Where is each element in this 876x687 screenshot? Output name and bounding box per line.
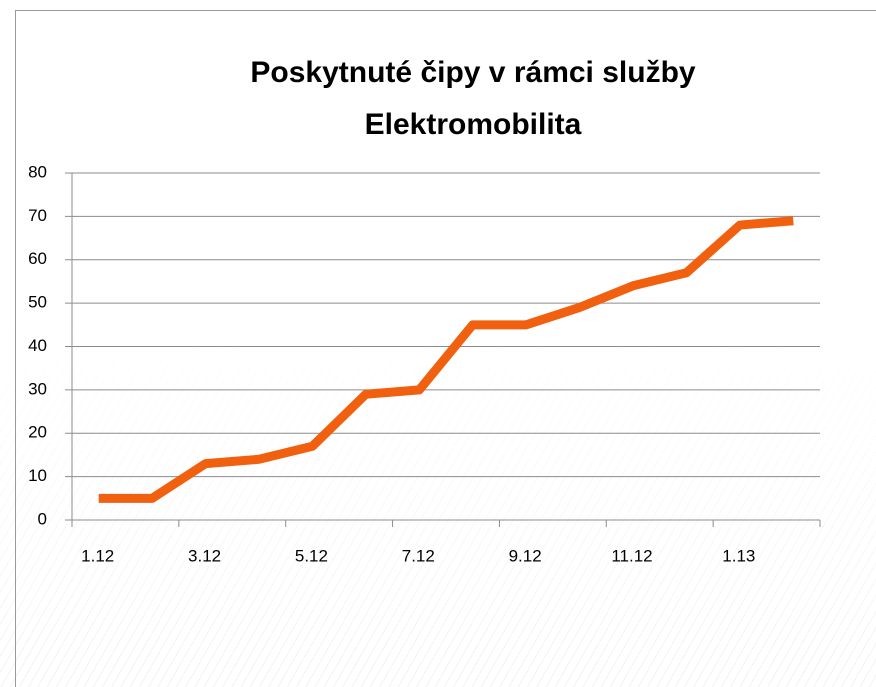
- x-tick-label: 1.12: [81, 546, 114, 565]
- data-line: [98, 216, 794, 503]
- chart-title: Poskytnuté čipy v rámci služby: [250, 56, 695, 89]
- y-tick-label: 0: [38, 509, 47, 528]
- y-tick-label: 60: [28, 249, 47, 268]
- x-tick-label: 11.12: [611, 546, 652, 565]
- y-tick-label: 20: [28, 423, 47, 442]
- x-tick-label: 1.13: [722, 546, 755, 565]
- y-tick-label: 70: [28, 206, 47, 225]
- y-tick-label: 40: [28, 336, 47, 355]
- y-tick-label: 50: [28, 293, 47, 312]
- y-tick-label: 80: [28, 162, 47, 181]
- y-tick-label: 10: [28, 466, 47, 485]
- x-tick-label: 3.12: [188, 546, 221, 565]
- x-tick-label: 9.12: [509, 546, 542, 565]
- y-tick-label: 30: [28, 379, 47, 398]
- chart-frame: [15, 10, 876, 687]
- x-tick-label: 7.12: [402, 546, 435, 565]
- chart-title: Elektromobilita: [365, 108, 582, 141]
- x-tick-label: 5.12: [295, 546, 328, 565]
